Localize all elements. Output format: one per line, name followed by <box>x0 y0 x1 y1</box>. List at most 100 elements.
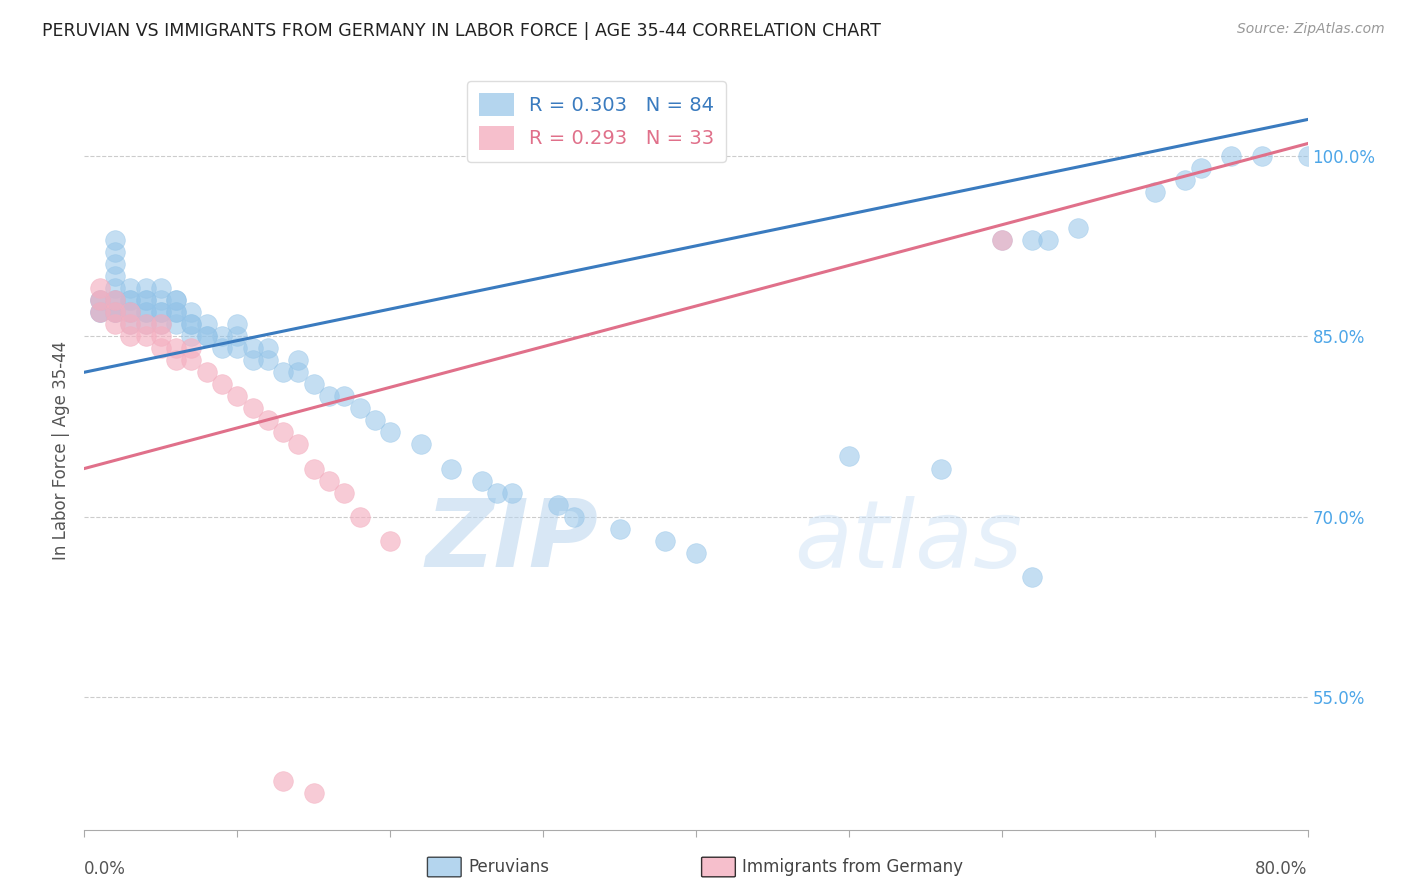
Point <box>349 401 371 416</box>
Point <box>120 317 142 331</box>
Point <box>120 293 142 307</box>
Point <box>165 305 187 319</box>
Point <box>1189 161 1212 175</box>
Point <box>89 281 111 295</box>
Point <box>135 329 157 343</box>
Point <box>165 341 187 355</box>
Point <box>180 329 202 343</box>
Point <box>135 293 157 307</box>
Point <box>242 401 264 416</box>
Point <box>104 305 127 319</box>
Point <box>318 389 340 403</box>
Point <box>991 233 1014 247</box>
Point <box>1036 233 1059 247</box>
Point <box>195 329 218 343</box>
Point <box>364 413 387 427</box>
Point <box>104 293 127 307</box>
Text: ZIP: ZIP <box>425 495 598 588</box>
Text: atlas: atlas <box>794 496 1022 587</box>
Point <box>89 305 111 319</box>
Point <box>149 317 172 331</box>
Point <box>149 317 172 331</box>
Point <box>149 281 172 295</box>
Point <box>1067 220 1090 235</box>
Point <box>180 317 202 331</box>
Point <box>502 485 524 500</box>
Point <box>1250 148 1272 162</box>
Point <box>120 293 142 307</box>
Point <box>1143 185 1166 199</box>
Point <box>287 437 309 451</box>
Point <box>380 425 402 440</box>
Point <box>1174 172 1197 186</box>
Point <box>991 233 1014 247</box>
Point <box>562 509 585 524</box>
Point <box>1021 570 1043 584</box>
Point <box>287 353 309 368</box>
Point <box>318 474 340 488</box>
Point <box>165 305 187 319</box>
Point <box>120 281 142 295</box>
Point <box>257 341 280 355</box>
Point <box>1220 148 1243 162</box>
Point <box>135 317 157 331</box>
Point <box>1296 148 1319 162</box>
Point <box>226 317 249 331</box>
Text: 0.0%: 0.0% <box>84 860 127 878</box>
Point <box>149 305 172 319</box>
Point <box>349 509 371 524</box>
Point <box>226 389 249 403</box>
Point <box>135 281 157 295</box>
Point <box>333 389 356 403</box>
Point <box>89 305 111 319</box>
Point <box>685 546 707 560</box>
Point <box>165 353 187 368</box>
Point <box>271 425 294 440</box>
Point <box>257 413 280 427</box>
Point <box>104 257 127 271</box>
Point <box>271 774 294 789</box>
Point <box>135 293 157 307</box>
Point <box>120 329 142 343</box>
Point <box>120 305 142 319</box>
Text: Peruvians: Peruvians <box>468 858 550 876</box>
Y-axis label: In Labor Force | Age 35-44: In Labor Force | Age 35-44 <box>52 341 70 560</box>
Point <box>120 305 142 319</box>
Point <box>257 353 280 368</box>
Point <box>120 317 142 331</box>
Point <box>104 317 127 331</box>
Point <box>89 293 111 307</box>
Point <box>195 329 218 343</box>
Point <box>104 233 127 247</box>
Point <box>89 293 111 307</box>
Point <box>226 329 249 343</box>
Point <box>180 341 202 355</box>
Point <box>211 377 233 392</box>
Text: Source: ZipAtlas.com: Source: ZipAtlas.com <box>1237 22 1385 37</box>
Point <box>165 293 187 307</box>
Point <box>180 353 202 368</box>
Point <box>104 305 127 319</box>
Point <box>195 317 218 331</box>
Point <box>838 450 860 464</box>
Point <box>180 317 202 331</box>
Text: 80.0%: 80.0% <box>1256 860 1308 878</box>
Point <box>271 365 294 379</box>
Point <box>104 281 127 295</box>
Text: Immigrants from Germany: Immigrants from Germany <box>742 858 963 876</box>
Point <box>195 365 218 379</box>
Point <box>149 293 172 307</box>
Point <box>104 305 127 319</box>
Point <box>165 317 187 331</box>
Point <box>165 293 187 307</box>
Point <box>211 329 233 343</box>
Point <box>409 437 432 451</box>
Point <box>609 522 631 536</box>
Text: PERUVIAN VS IMMIGRANTS FROM GERMANY IN LABOR FORCE | AGE 35-44 CORRELATION CHART: PERUVIAN VS IMMIGRANTS FROM GERMANY IN L… <box>42 22 882 40</box>
Point <box>180 305 202 319</box>
Point <box>104 244 127 259</box>
Point <box>104 268 127 283</box>
Point <box>89 293 111 307</box>
Point <box>149 329 172 343</box>
Point <box>547 498 569 512</box>
